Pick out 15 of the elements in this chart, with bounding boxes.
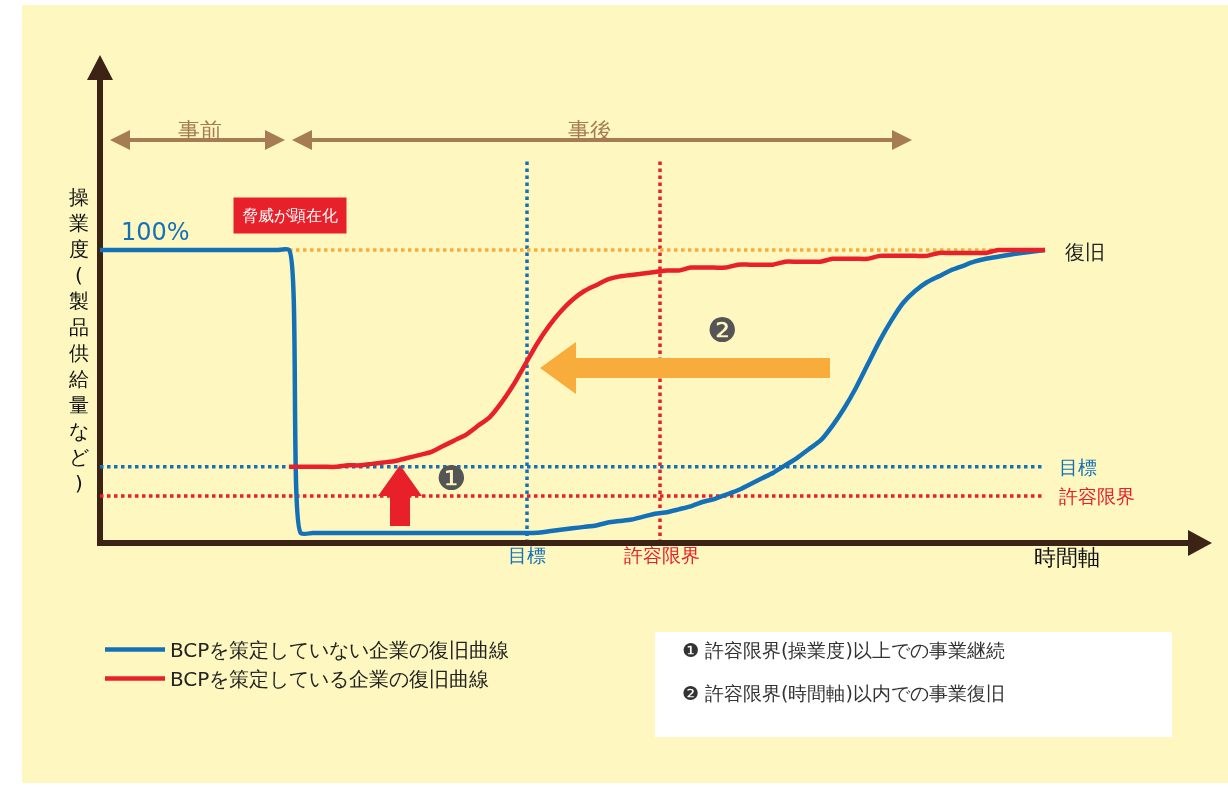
legend-label: BCPを策定していない企業の復旧曲線 [170,638,510,663]
text: 脅威が顕在化 [242,206,338,225]
x-axis-title: 時間軸 [1034,545,1100,570]
annotation: ❷ [707,310,738,350]
text: 許容限界 [624,544,700,566]
ref-line-label: 許容限界 [1059,485,1135,507]
text: 操業度(製品供給量など) [69,185,89,495]
legend-label: BCPを策定している企業の復旧曲線 [170,667,490,692]
text: ❷ 許容限界(時間軸)以内での事業復旧 [682,682,1005,704]
ref-line-label: 目標 [1059,456,1097,478]
text: 100% [121,218,190,246]
annotation: ❶ [436,458,467,498]
text: 目標 [508,544,546,566]
text: 復旧 [1065,240,1105,264]
text: ❶ 許容限界(操業度)以上での事業継続 [682,639,1005,661]
